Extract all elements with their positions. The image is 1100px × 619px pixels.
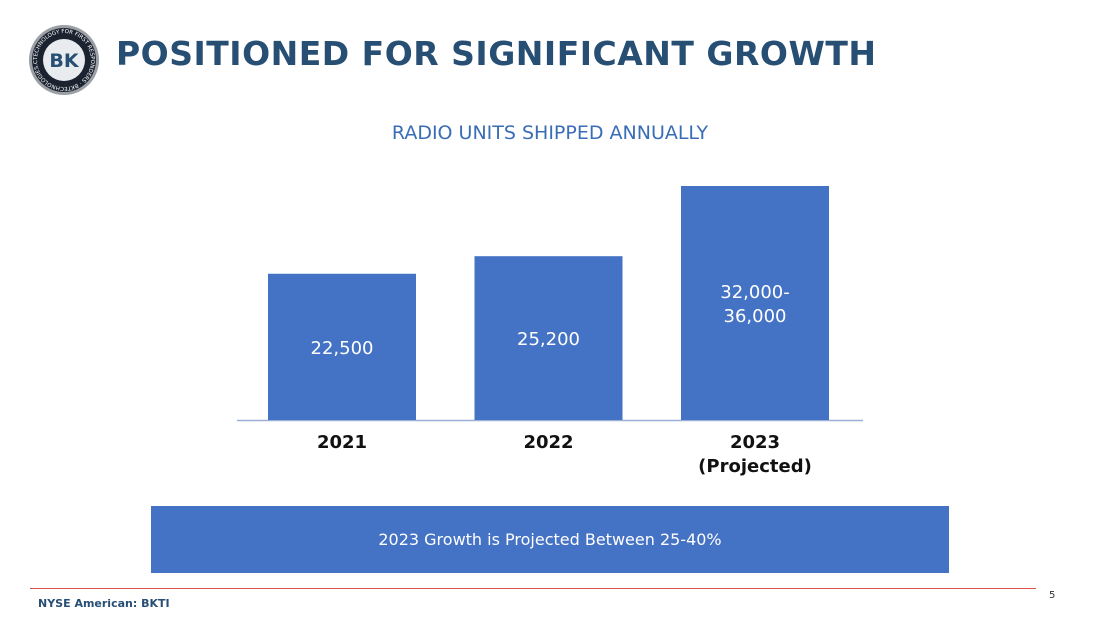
- page-number: 5: [1049, 590, 1056, 601]
- data-label-2021: 22,500: [311, 338, 374, 359]
- footer-ticker: NYSE American: BKTI: [38, 597, 170, 610]
- chart-title: RADIO UNITS SHIPPED ANNUALLY: [392, 122, 709, 144]
- data-label-2023: 32,000-36,000: [720, 282, 789, 327]
- growth-banner-text: 2023 Growth is Projected Between 25-40%: [378, 530, 722, 549]
- bk-technologies-logo: TECHNOLOGY FOR FIRST RESPONDERS · BKTECH…: [28, 24, 99, 95]
- tick-label-2022: 2022: [523, 432, 573, 453]
- growth-banner: 2023 Growth is Projected Between 25-40%: [151, 506, 949, 573]
- data-label-2022: 25,200: [517, 329, 580, 350]
- footer-rule: [30, 588, 1036, 589]
- bar-2023: [681, 186, 829, 420]
- tick-label-2023: 2023 (Projected): [698, 432, 812, 477]
- page-title: POSITIONED FOR SIGNIFICANT GROWTH: [116, 34, 877, 73]
- tick-label-2021: 2021: [317, 432, 367, 453]
- bar-chart: RADIO UNITS SHIPPED ANNUALLY 22,500 2021 2…: [237, 122, 863, 477]
- bar-2022: [474, 256, 623, 420]
- bar-2021: [268, 273, 416, 420]
- logo-text: BK: [49, 50, 79, 72]
